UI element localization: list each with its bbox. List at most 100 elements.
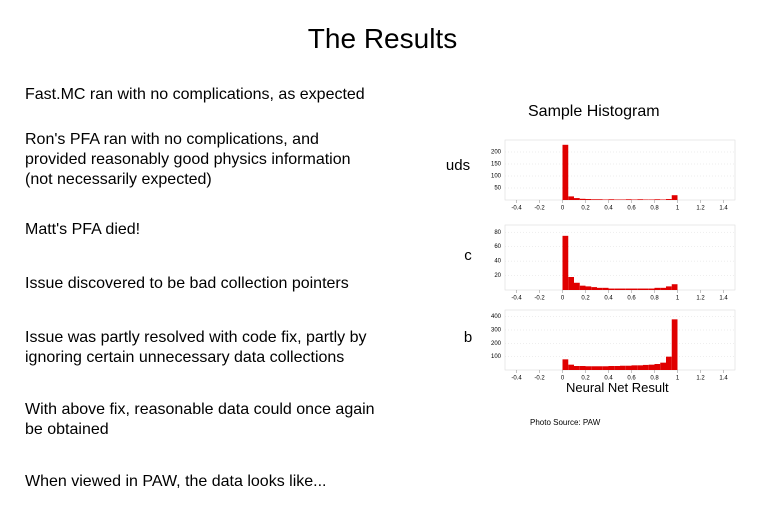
x-tick-label: 1.4 xyxy=(719,296,728,302)
bar xyxy=(637,365,643,370)
x-tick-label: -0.4 xyxy=(511,296,522,302)
x-axis-label: Neural Net Result xyxy=(566,380,669,395)
bar xyxy=(671,195,678,200)
bar xyxy=(620,365,626,370)
bar xyxy=(625,288,632,290)
bar xyxy=(625,365,632,370)
bullet: When viewed in PAW, the data looks like.… xyxy=(25,473,327,490)
y-tick-label: 80 xyxy=(494,230,501,236)
bar xyxy=(637,199,643,200)
bar xyxy=(579,285,586,290)
bar xyxy=(591,287,597,290)
bullet: Matt's PFA died! xyxy=(25,221,141,238)
y-tick-label: 400 xyxy=(491,314,502,320)
histogram-title: Sample Histogram xyxy=(528,103,660,120)
x-tick-label: -0.4 xyxy=(511,376,522,382)
bar xyxy=(562,359,569,370)
bar xyxy=(574,198,580,200)
x-tick-label: 0.6 xyxy=(627,296,636,302)
x-tick-label: 1.4 xyxy=(719,206,728,212)
bar xyxy=(648,364,655,370)
x-tick-label: 0.8 xyxy=(650,376,659,382)
y-tick-label: 200 xyxy=(491,150,502,156)
bar xyxy=(643,288,649,290)
bar xyxy=(648,288,655,290)
x-tick-label: 1.2 xyxy=(696,296,705,302)
x-tick-label: 0.2 xyxy=(581,376,590,382)
bar xyxy=(608,366,615,370)
plot-frame xyxy=(504,224,736,291)
y-tick-label: 100 xyxy=(491,354,502,360)
x-tick-label: 1.2 xyxy=(696,376,705,382)
bar xyxy=(631,288,638,290)
x-tick-label: 1 xyxy=(676,296,680,302)
credit: Photo Source: PAW xyxy=(530,418,601,427)
x-tick-label: 1 xyxy=(676,206,680,212)
y-tick-label: 200 xyxy=(491,341,502,347)
bar xyxy=(574,282,580,290)
x-tick-label: 0.8 xyxy=(650,206,659,212)
y-tick-label: 150 xyxy=(491,162,502,168)
bar xyxy=(620,288,626,290)
x-tick-label: 0.2 xyxy=(581,206,590,212)
bar xyxy=(637,288,643,290)
x-tick-label: 0.4 xyxy=(604,296,613,302)
x-tick-label: 0.4 xyxy=(604,376,613,382)
x-tick-label: 0.6 xyxy=(627,206,636,212)
x-tick-label: -0.2 xyxy=(534,376,545,382)
bar xyxy=(591,199,597,200)
y-tick-label: 50 xyxy=(494,186,501,192)
bar xyxy=(660,287,666,290)
bar xyxy=(654,364,661,370)
y-tick-label: 20 xyxy=(494,273,501,279)
plot-frame xyxy=(504,139,736,201)
bar xyxy=(643,364,649,370)
bar xyxy=(631,365,638,370)
bar xyxy=(597,366,603,370)
x-tick-label: 0 xyxy=(561,376,565,382)
x-tick-label: 1.2 xyxy=(696,206,705,212)
bullet: Fast.MC ran with no complications, as ex… xyxy=(25,86,365,103)
bar xyxy=(666,356,672,370)
plot-frame xyxy=(504,309,736,371)
chart-label: b xyxy=(464,329,472,346)
y-tick-label: 100 xyxy=(491,174,502,180)
x-tick-label: 0.4 xyxy=(604,206,613,212)
bar xyxy=(585,286,592,290)
bar xyxy=(666,199,672,200)
y-tick-label: 300 xyxy=(491,328,502,334)
x-tick-label: 1 xyxy=(676,376,680,382)
bar xyxy=(562,235,569,290)
bar xyxy=(585,366,592,370)
bar xyxy=(608,288,615,290)
bar xyxy=(568,364,574,370)
x-tick-label: 0 xyxy=(561,206,565,212)
bullet: With above fix, reasonable data could on… xyxy=(25,401,375,438)
x-tick-label: 1.4 xyxy=(719,376,728,382)
bullet: Issue discovered to be bad collection po… xyxy=(25,275,349,292)
x-tick-label: 0.2 xyxy=(581,296,590,302)
x-tick-label: -0.2 xyxy=(534,206,545,212)
x-tick-label: 0.6 xyxy=(627,376,636,382)
bar xyxy=(608,199,615,200)
bar xyxy=(660,362,666,370)
bar xyxy=(602,287,609,290)
chart-label: uds xyxy=(446,157,470,174)
bar xyxy=(654,199,661,200)
y-tick-label: 40 xyxy=(494,259,501,265)
y-tick-label: 60 xyxy=(494,244,501,250)
bar xyxy=(585,199,592,200)
bar xyxy=(671,284,678,290)
bar xyxy=(568,277,574,290)
bar xyxy=(597,287,603,290)
bar xyxy=(562,144,569,200)
bar xyxy=(579,366,586,370)
x-tick-label: -0.4 xyxy=(511,206,522,212)
bullet: Ron's PFA ran with no complications, and… xyxy=(25,131,351,188)
x-tick-label: 0 xyxy=(561,296,565,302)
bar xyxy=(671,319,678,370)
chart-label: c xyxy=(464,247,472,264)
x-tick-label: -0.2 xyxy=(534,296,545,302)
